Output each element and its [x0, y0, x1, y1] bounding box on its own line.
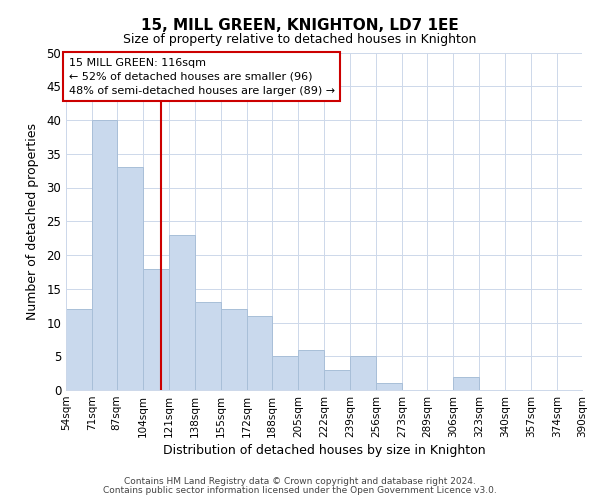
- Bar: [376, 383, 403, 390]
- Bar: [195, 302, 221, 390]
- Text: Size of property relative to detached houses in Knighton: Size of property relative to detached ho…: [124, 32, 476, 46]
- X-axis label: Distribution of detached houses by size in Knighton: Distribution of detached houses by size …: [163, 444, 485, 457]
- Bar: [92, 120, 116, 390]
- Bar: [247, 316, 272, 390]
- Bar: [66, 309, 92, 390]
- Text: 15 MILL GREEN: 116sqm
← 52% of detached houses are smaller (96)
48% of semi-deta: 15 MILL GREEN: 116sqm ← 52% of detached …: [68, 58, 335, 96]
- Y-axis label: Number of detached properties: Number of detached properties: [26, 122, 40, 320]
- Text: 15, MILL GREEN, KNIGHTON, LD7 1EE: 15, MILL GREEN, KNIGHTON, LD7 1EE: [141, 18, 459, 32]
- Bar: [453, 376, 479, 390]
- Bar: [221, 309, 247, 390]
- Bar: [272, 356, 298, 390]
- Bar: [143, 268, 169, 390]
- Bar: [350, 356, 376, 390]
- Bar: [116, 167, 143, 390]
- Bar: [169, 235, 195, 390]
- Text: Contains HM Land Registry data © Crown copyright and database right 2024.: Contains HM Land Registry data © Crown c…: [124, 477, 476, 486]
- Bar: [324, 370, 350, 390]
- Text: Contains public sector information licensed under the Open Government Licence v3: Contains public sector information licen…: [103, 486, 497, 495]
- Bar: [298, 350, 324, 390]
